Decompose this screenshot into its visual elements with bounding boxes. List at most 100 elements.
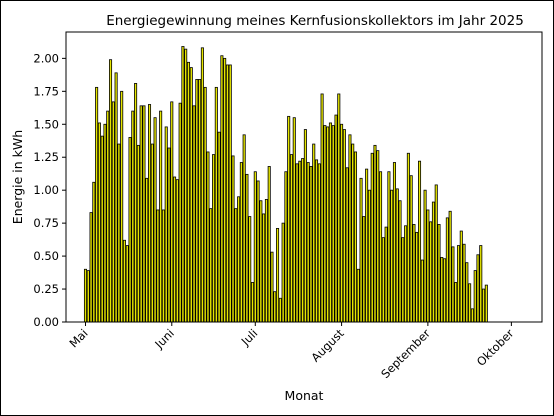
bar: [262, 213, 266, 323]
bar: [276, 228, 280, 323]
bar: [150, 143, 154, 323]
bar: [401, 237, 405, 323]
bar: [398, 200, 402, 323]
bar: [189, 67, 193, 323]
bar: [203, 86, 207, 323]
bar: [139, 105, 143, 323]
bar: [109, 59, 113, 323]
x-tick-label: September: [378, 326, 433, 381]
bar: [209, 208, 213, 323]
bar: [443, 258, 447, 323]
bar: [387, 171, 391, 323]
bar: [468, 283, 472, 323]
bar: [437, 224, 441, 323]
bar: [245, 173, 249, 323]
bar: [295, 163, 299, 323]
bar: [237, 196, 241, 323]
y-tick-label: 0.00: [33, 315, 59, 329]
bar: [175, 179, 179, 323]
y-tick-label: 2.00: [33, 51, 59, 65]
bar: [100, 135, 104, 323]
bar: [448, 210, 452, 323]
bar: [248, 216, 252, 323]
bar: [86, 270, 90, 323]
bar: [345, 167, 349, 323]
bar: [454, 282, 458, 323]
bar: [239, 162, 243, 323]
bar: [220, 55, 224, 323]
bar: [192, 105, 196, 323]
x-tick-label: August: [308, 326, 347, 365]
bar: [337, 93, 341, 323]
bar: [395, 188, 399, 323]
bar: [303, 129, 307, 323]
bar: [351, 143, 355, 323]
bar: [95, 86, 99, 323]
bar: [164, 126, 168, 323]
bar-series: [83, 46, 488, 323]
bar: [120, 90, 124, 323]
bar: [306, 162, 310, 323]
bar: [159, 110, 163, 323]
bar: [284, 171, 288, 323]
bar: [320, 93, 324, 323]
bar: [365, 168, 369, 323]
bar: [156, 209, 160, 323]
bar: [390, 189, 394, 323]
bar: [429, 221, 433, 323]
bar: [342, 129, 346, 323]
y-axis-ticks: 0.00 0.25 0.50 0.75 1.00 1.25 1.50 1.75 2.00: [33, 51, 66, 329]
bar: [278, 297, 282, 323]
bar: [114, 72, 118, 323]
bar: [423, 189, 427, 323]
bar: [484, 284, 488, 323]
bar: [83, 268, 88, 323]
bar: [97, 122, 101, 323]
bar: [103, 123, 107, 323]
bar: [381, 237, 385, 323]
bar: [223, 57, 227, 323]
bar: [228, 64, 232, 323]
bar: [451, 246, 455, 323]
bar: [292, 117, 296, 323]
bar: [462, 243, 466, 323]
bar: [147, 104, 152, 323]
bar: [106, 110, 110, 323]
bar: [482, 288, 486, 323]
bar: [231, 155, 235, 323]
bar: [128, 137, 132, 323]
bar: [415, 231, 419, 323]
bar: [373, 144, 377, 323]
bar: [145, 177, 149, 323]
bar: [142, 105, 146, 323]
bar: [186, 61, 190, 323]
x-axis-ticks: Mai Juni Juli August September Oktober: [66, 322, 517, 381]
chart-title: Energiegewinnung meines Kernfusionskolle…: [106, 13, 524, 29]
bar: [384, 226, 388, 323]
bar: [323, 125, 327, 323]
bar: [340, 123, 344, 323]
bar: [379, 171, 383, 323]
bar: [348, 134, 352, 323]
y-axis-label: Energie in kWh: [10, 130, 25, 224]
x-tick-label: Oktober: [474, 326, 517, 369]
bar: [134, 83, 138, 323]
bar: [198, 79, 202, 323]
bar: [287, 115, 291, 323]
bar: [312, 143, 316, 323]
bar: [456, 245, 461, 323]
bar: [256, 180, 260, 323]
bar: [473, 270, 477, 323]
x-axis-label: Monat: [285, 388, 324, 403]
bar: [212, 154, 216, 323]
bar: [273, 291, 277, 323]
y-tick-label: 0.75: [33, 216, 59, 230]
bar: [170, 101, 174, 323]
y-tick-label: 1.75: [33, 84, 59, 98]
bar: [406, 152, 410, 323]
bar: [267, 166, 271, 323]
bar: [173, 176, 177, 323]
bar: [264, 199, 268, 323]
bar: [434, 184, 438, 323]
